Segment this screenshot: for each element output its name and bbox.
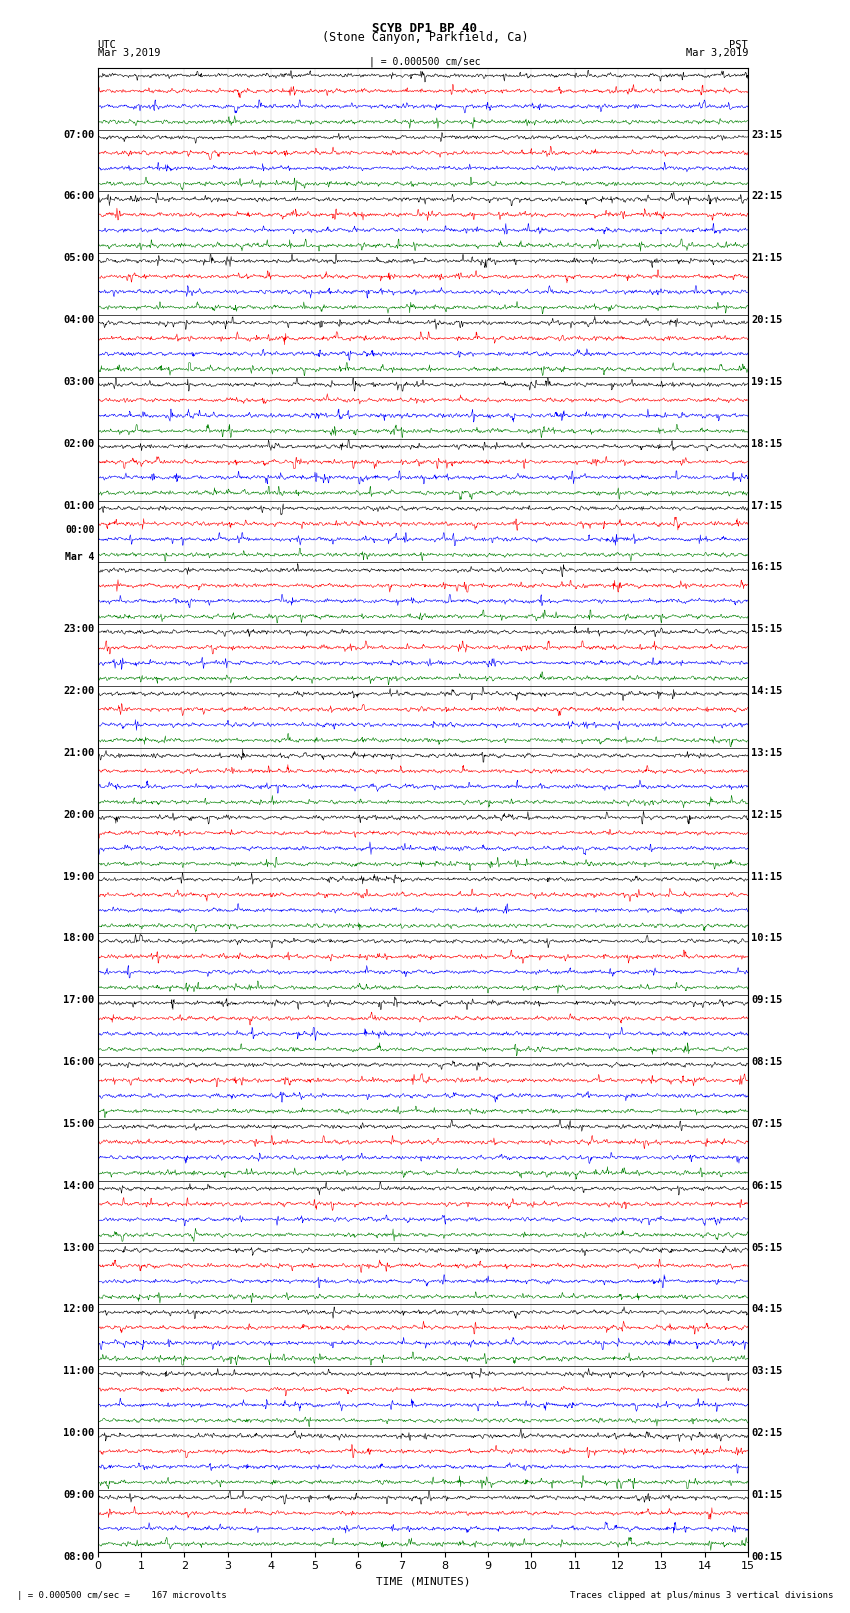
Text: 15:00: 15:00 (63, 1119, 94, 1129)
Text: 00:00: 00:00 (65, 526, 94, 536)
Text: Mar 3,2019: Mar 3,2019 (685, 48, 748, 58)
Text: Mar 4: Mar 4 (65, 552, 94, 563)
Text: 02:00: 02:00 (63, 439, 94, 448)
Text: 09:15: 09:15 (751, 995, 783, 1005)
Text: 05:00: 05:00 (63, 253, 94, 263)
Text: 06:15: 06:15 (751, 1181, 783, 1190)
Text: 04:00: 04:00 (63, 315, 94, 326)
Text: 15:15: 15:15 (751, 624, 783, 634)
Text: Mar 3,2019: Mar 3,2019 (98, 48, 161, 58)
Text: 13:00: 13:00 (63, 1242, 94, 1253)
Text: (Stone Canyon, Parkfield, Ca): (Stone Canyon, Parkfield, Ca) (321, 31, 529, 44)
Text: 17:00: 17:00 (63, 995, 94, 1005)
Text: 05:15: 05:15 (751, 1242, 783, 1253)
Text: 08:00: 08:00 (63, 1552, 94, 1561)
Text: 18:00: 18:00 (63, 934, 94, 944)
Text: 14:00: 14:00 (63, 1181, 94, 1190)
Text: 17:15: 17:15 (751, 500, 783, 511)
Text: 02:15: 02:15 (751, 1428, 783, 1439)
Text: 06:00: 06:00 (63, 192, 94, 202)
X-axis label: TIME (MINUTES): TIME (MINUTES) (376, 1578, 470, 1587)
Text: 10:15: 10:15 (751, 934, 783, 944)
Text: 03:15: 03:15 (751, 1366, 783, 1376)
Text: 21:00: 21:00 (63, 748, 94, 758)
Text: 07:00: 07:00 (63, 129, 94, 140)
Text: 03:00: 03:00 (63, 377, 94, 387)
Text: 11:15: 11:15 (751, 871, 783, 882)
Text: 12:15: 12:15 (751, 810, 783, 819)
Text: 07:15: 07:15 (751, 1119, 783, 1129)
Text: 04:15: 04:15 (751, 1305, 783, 1315)
Text: | = 0.000500 cm/sec =    167 microvolts: | = 0.000500 cm/sec = 167 microvolts (17, 1590, 227, 1600)
Text: 09:00: 09:00 (63, 1490, 94, 1500)
Text: 12:00: 12:00 (63, 1305, 94, 1315)
Text: 18:15: 18:15 (751, 439, 783, 448)
Text: 19:00: 19:00 (63, 871, 94, 882)
Text: 13:15: 13:15 (751, 748, 783, 758)
Text: 23:15: 23:15 (751, 129, 783, 140)
Text: 00:15: 00:15 (751, 1552, 783, 1561)
Text: 16:15: 16:15 (751, 563, 783, 573)
Text: 11:00: 11:00 (63, 1366, 94, 1376)
Text: 01:15: 01:15 (751, 1490, 783, 1500)
Text: 19:15: 19:15 (751, 377, 783, 387)
Text: 21:15: 21:15 (751, 253, 783, 263)
Text: 20:15: 20:15 (751, 315, 783, 326)
Text: SCYB DP1 BP 40: SCYB DP1 BP 40 (372, 23, 478, 35)
Text: PST: PST (729, 40, 748, 50)
Text: UTC: UTC (98, 40, 116, 50)
Text: 22:00: 22:00 (63, 686, 94, 697)
Text: 10:00: 10:00 (63, 1428, 94, 1439)
Text: | = 0.000500 cm/sec: | = 0.000500 cm/sec (369, 56, 481, 68)
Text: 16:00: 16:00 (63, 1057, 94, 1068)
Text: 22:15: 22:15 (751, 192, 783, 202)
Text: 14:15: 14:15 (751, 686, 783, 697)
Text: 01:00: 01:00 (63, 500, 94, 511)
Text: Traces clipped at plus/minus 3 vertical divisions: Traces clipped at plus/minus 3 vertical … (570, 1590, 833, 1600)
Text: 08:15: 08:15 (751, 1057, 783, 1068)
Text: 20:00: 20:00 (63, 810, 94, 819)
Text: 23:00: 23:00 (63, 624, 94, 634)
